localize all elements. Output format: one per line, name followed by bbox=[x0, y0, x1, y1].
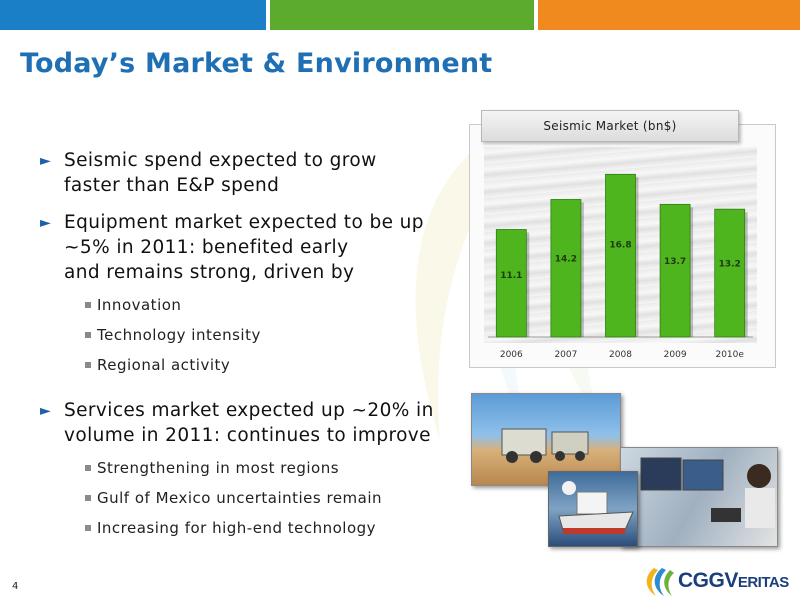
x-tick-label: 2009 bbox=[664, 350, 687, 360]
sub-bullet-text: Strengthening in most regions bbox=[97, 459, 340, 477]
square-bullet-icon bbox=[85, 525, 91, 531]
slide-title: Today’s Market & Environment bbox=[20, 48, 493, 79]
bullet-line: and remains strong, driven by bbox=[64, 262, 355, 283]
bullet-line: ~5% in 2011: benefited early bbox=[64, 237, 349, 258]
bar-2008 bbox=[605, 173, 636, 338]
bullet-arrow-icon: ► bbox=[40, 403, 52, 419]
control-room-illustration bbox=[640, 457, 775, 528]
chart-title: Seismic Market (bn$) bbox=[481, 110, 739, 142]
bullet-equipment-market: ► Equipment market expected to be up ~5%… bbox=[40, 210, 460, 285]
x-tick-label: 2006 bbox=[500, 350, 523, 360]
bar-2009 bbox=[659, 203, 691, 338]
top-color-bar bbox=[0, 0, 800, 30]
bullet-line: Equipment market expected to be up bbox=[64, 212, 424, 233]
bullet-line: Seismic spend expected to grow bbox=[64, 150, 377, 171]
bullet-arrow-icon: ► bbox=[40, 215, 52, 231]
logo-wordmark: CGGVERITAS bbox=[678, 569, 789, 592]
cggveritas-logo: CGGVERITAS bbox=[640, 563, 790, 599]
sub-bullet: Innovation bbox=[40, 290, 460, 320]
desert-trucks-illustration bbox=[501, 428, 589, 463]
square-bullet-icon bbox=[85, 302, 91, 308]
x-tick-label: 2010e bbox=[715, 350, 744, 360]
bullet-services-market: ► Services market expected up ~20% in vo… bbox=[40, 398, 460, 448]
desert-trucks-photo bbox=[471, 393, 621, 486]
sub-bullet: Gulf of Mexico uncertainties remain bbox=[40, 483, 460, 513]
square-bullet-icon bbox=[85, 465, 91, 471]
top-bar-green-segment bbox=[270, 0, 534, 30]
sub-bullet-text: Gulf of Mexico uncertainties remain bbox=[97, 489, 383, 507]
bullet-line: Services market expected up ~20% in bbox=[64, 400, 434, 421]
x-tick-label: 2007 bbox=[554, 350, 577, 360]
bar-value-label: 11.1 bbox=[500, 271, 522, 281]
sub-bullet-text: Technology intensity bbox=[97, 326, 261, 344]
sub-bullet-text: Increasing for high-end technology bbox=[97, 519, 377, 537]
bar-value-label: 13.2 bbox=[719, 260, 741, 270]
square-bullet-icon bbox=[85, 495, 91, 501]
sub-bullet: Strengthening in most regions bbox=[40, 453, 460, 483]
bar-2010e bbox=[714, 208, 746, 338]
page-number: 4 bbox=[12, 581, 19, 592]
survey-ship-illustration bbox=[558, 481, 634, 534]
sub-bullet: Increasing for high-end technology bbox=[40, 513, 460, 543]
bullet-line: volume in 2011: continues to improve bbox=[64, 425, 431, 446]
bar-value-label: 16.8 bbox=[609, 241, 631, 251]
top-bar-blue-segment bbox=[0, 0, 266, 30]
bullet-seismic-spend: ► Seismic spend expected to grow faster … bbox=[40, 148, 460, 198]
sub-bullet-text: Regional activity bbox=[97, 356, 231, 374]
top-bar-orange-segment bbox=[538, 0, 800, 30]
survey-ship-photo bbox=[548, 471, 638, 547]
x-tick-label: 2008 bbox=[609, 350, 632, 360]
bullet-list: ► Seismic spend expected to grow faster … bbox=[40, 148, 460, 543]
square-bullet-icon bbox=[85, 362, 91, 368]
sub-bullet-text: Innovation bbox=[97, 296, 182, 314]
bar-2006 bbox=[495, 229, 527, 338]
sub-bullet: Technology intensity bbox=[40, 320, 460, 350]
sub-bullet: Regional activity bbox=[40, 350, 460, 380]
cggveritas-logo-mark-icon bbox=[646, 568, 674, 596]
seismic-market-bar-chart: 11.1 2006 14.2 2007 16.8 2008 13.7 2009 13.2 2010… bbox=[488, 173, 753, 360]
square-bullet-icon bbox=[85, 332, 91, 338]
bar-value-label: 13.7 bbox=[664, 257, 686, 267]
bullet-line: faster than E&P spend bbox=[64, 175, 280, 196]
bar-value-label: 14.2 bbox=[555, 254, 577, 264]
bullet-arrow-icon: ► bbox=[40, 153, 52, 169]
bar-2007 bbox=[550, 199, 582, 338]
control-room-photo bbox=[620, 447, 778, 547]
